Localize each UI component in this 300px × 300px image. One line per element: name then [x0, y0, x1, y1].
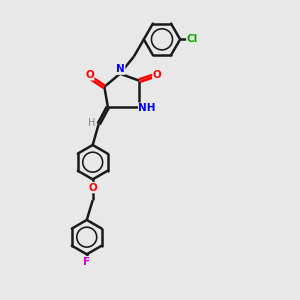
- Text: O: O: [152, 70, 161, 80]
- Text: F: F: [84, 256, 90, 267]
- Text: N: N: [117, 64, 124, 74]
- Text: O: O: [88, 183, 97, 193]
- Text: NH: NH: [138, 103, 155, 113]
- Text: O: O: [85, 70, 94, 80]
- Text: N: N: [116, 64, 125, 74]
- Text: F: F: [83, 256, 90, 267]
- Text: Cl: Cl: [187, 34, 197, 44]
- Text: O: O: [153, 70, 161, 80]
- Text: H: H: [88, 118, 95, 128]
- Text: NH: NH: [139, 103, 154, 113]
- Text: O: O: [86, 70, 94, 80]
- Text: O: O: [88, 183, 97, 193]
- Text: Cl: Cl: [186, 34, 198, 44]
